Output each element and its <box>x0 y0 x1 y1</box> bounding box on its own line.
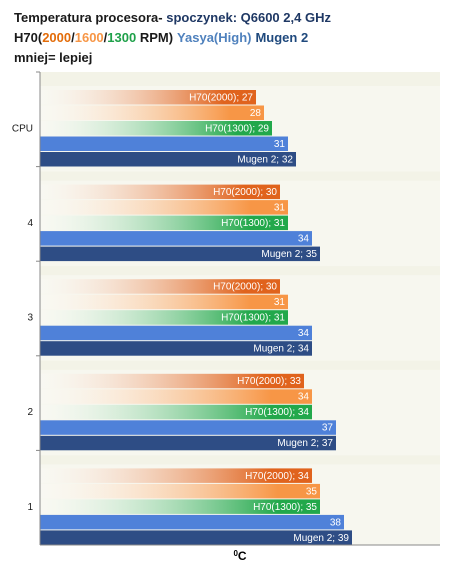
data-label: Mugen 2; 32 <box>237 154 293 165</box>
bar <box>40 231 312 246</box>
bar <box>40 483 320 499</box>
data-label: 35 <box>306 486 318 497</box>
data-label: H70(1300); 29 <box>205 123 269 134</box>
data-label: 31 <box>274 139 286 150</box>
data-label: H70(1300); 31 <box>221 313 285 324</box>
data-label: H70(2000); 30 <box>213 282 277 293</box>
title-part: Temperatura procesora- <box>14 10 163 25</box>
bar <box>40 105 264 120</box>
subtitle-part: 1300 <box>107 30 137 45</box>
subtitle-part: Yasya(High) <box>177 30 252 45</box>
bar <box>40 184 280 200</box>
data-label: H70(2000); 30 <box>213 187 277 198</box>
data-label: 28 <box>250 108 262 119</box>
bar <box>40 514 344 530</box>
bar <box>40 136 288 151</box>
bar <box>40 325 312 341</box>
bar <box>40 279 280 294</box>
data-label: 34 <box>298 392 310 403</box>
subtitle-part: RPM) <box>136 30 174 45</box>
subtitle-part: 2000 <box>42 30 72 45</box>
x-axis-label-text: C <box>238 549 247 563</box>
bar <box>40 121 272 136</box>
bar <box>40 373 304 389</box>
subtitle-part: Mugen 2 <box>255 30 309 45</box>
data-label: H70(1300); 35 <box>253 502 317 513</box>
data-label: 34 <box>298 328 310 339</box>
data-label: H70(2000); 33 <box>237 376 301 387</box>
data-label: H70(1300); 31 <box>221 218 285 229</box>
x-axis-label: 0C <box>233 549 246 563</box>
data-label: H70(2000); 34 <box>245 471 309 482</box>
data-label: Mugen 2; 37 <box>277 438 333 449</box>
bar <box>40 246 320 262</box>
data-label: Mugen 2; 34 <box>253 344 309 355</box>
data-label: 34 <box>298 233 310 244</box>
bar <box>40 152 296 167</box>
bar <box>40 294 288 310</box>
note: mniej= lepiej <box>14 50 93 65</box>
bar <box>40 90 256 105</box>
data-label: 31 <box>274 297 286 308</box>
data-label: 38 <box>330 517 342 528</box>
bar <box>40 404 312 420</box>
y-tick-label: 1 <box>27 502 33 513</box>
title-part: spoczynek: Q6600 2,4 GHz <box>166 10 331 25</box>
bar <box>40 310 288 325</box>
data-label: H70(1300); 34 <box>245 407 309 418</box>
data-label: Mugen 2; 39 <box>293 533 349 544</box>
chart-subtitle: H70(2000/1600/1300 RPM) Yasya(High) Mugen … <box>14 30 308 45</box>
bar <box>40 499 320 514</box>
subtitle-part: 1600 <box>74 30 104 45</box>
bar <box>40 389 312 404</box>
y-tick-label: CPU <box>12 123 33 134</box>
subtitle-part: / <box>103 30 108 45</box>
bar <box>40 468 312 483</box>
data-label: Mugen 2; 35 <box>261 249 317 260</box>
y-tick-label: 3 <box>27 313 33 324</box>
bar <box>40 341 312 356</box>
data-label: 37 <box>322 423 334 434</box>
bar <box>40 215 288 231</box>
subtitle-part: / <box>71 30 75 45</box>
data-label: 31 <box>274 202 286 213</box>
y-tick-label: 4 <box>27 218 33 229</box>
data-label: H70(2000); 27 <box>189 92 253 103</box>
bar <box>40 530 352 545</box>
bar <box>40 200 288 215</box>
chart-title: Temperatura procesora- spoczynek: Q6600 … <box>14 10 331 25</box>
bar <box>40 420 336 435</box>
x-axis-label-sup: 0 <box>233 549 238 558</box>
bar <box>40 435 336 451</box>
y-tick-label: 2 <box>27 407 33 418</box>
subtitle-part: H70( <box>14 30 43 45</box>
